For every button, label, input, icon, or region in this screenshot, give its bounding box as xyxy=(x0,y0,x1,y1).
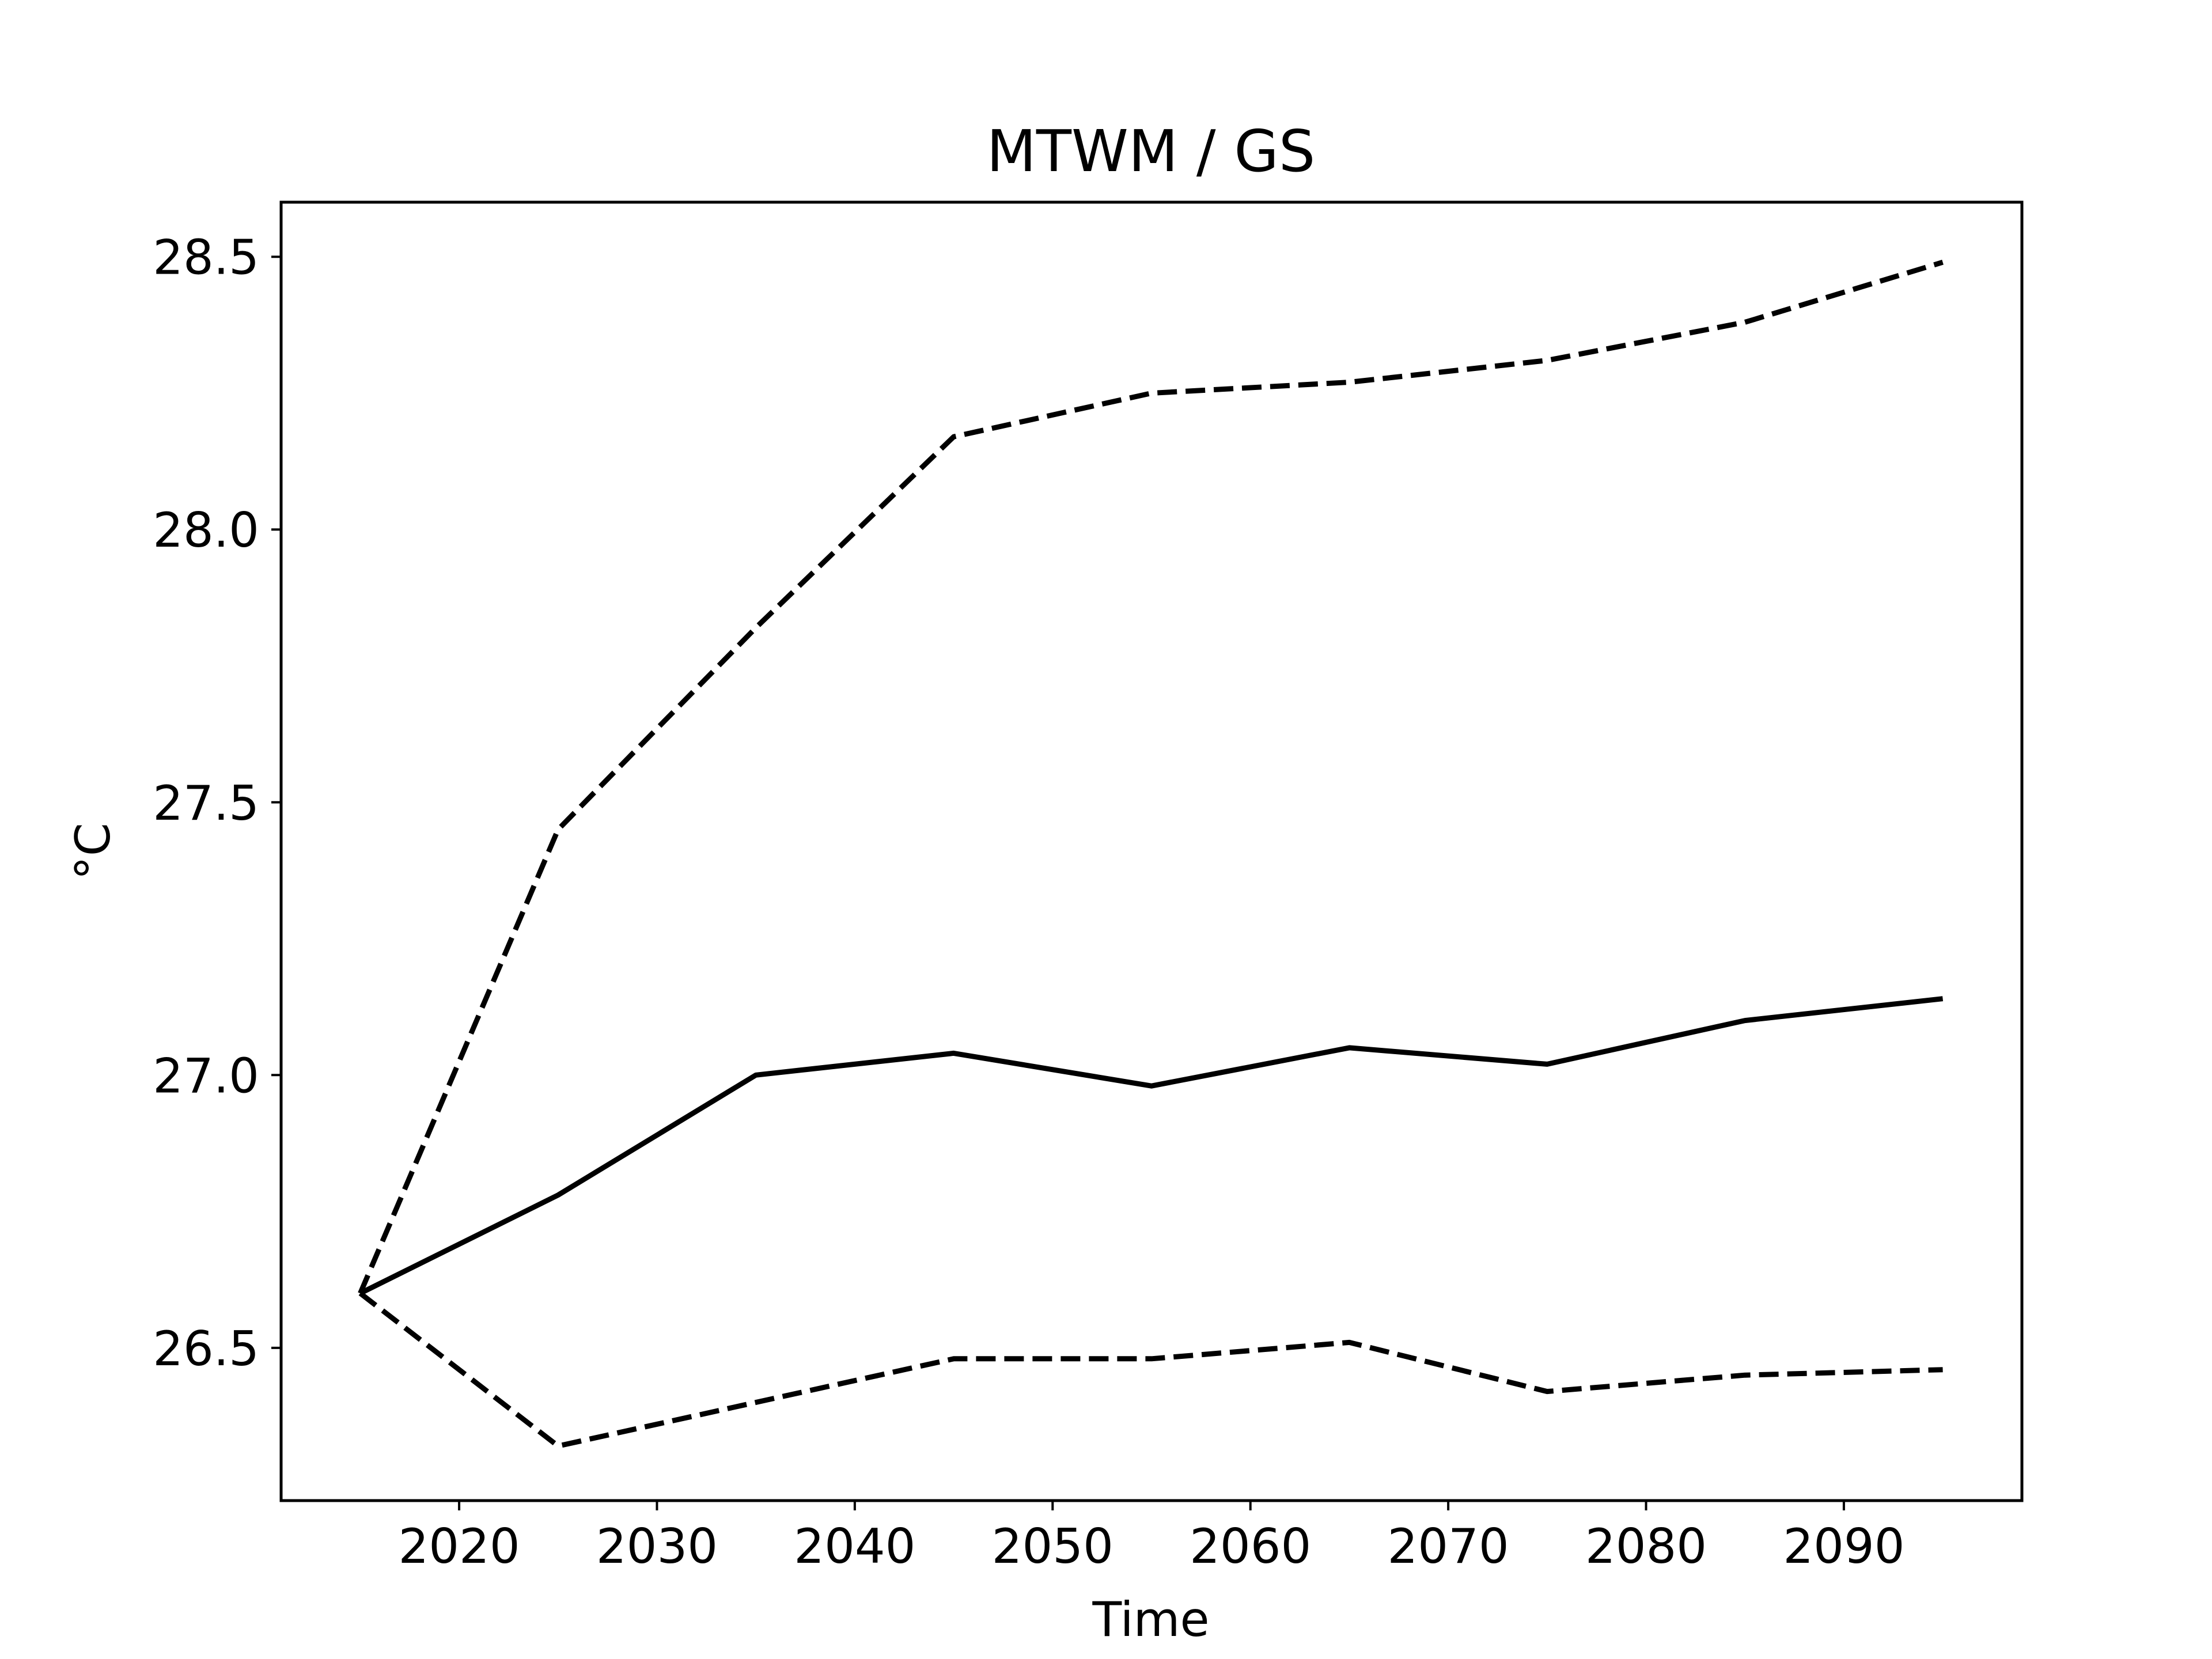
y-axis-label: °C xyxy=(65,823,121,880)
x-tick-label: 2050 xyxy=(992,1518,1113,1574)
chart-title: MTWM / GS xyxy=(987,118,1316,185)
y-tick-label: 26.5 xyxy=(153,1321,259,1377)
y-tick-label: 28.0 xyxy=(153,502,259,558)
series-line-3-dashed xyxy=(358,1291,1943,1449)
plot-area-frame xyxy=(279,200,2024,1502)
x-tick-label: 2020 xyxy=(398,1518,520,1574)
y-tick-label: 27.0 xyxy=(153,1048,259,1104)
series-layer xyxy=(358,259,1944,1449)
series-line-2-dashed xyxy=(358,259,1944,1294)
x-tick-label: 2070 xyxy=(1387,1518,1509,1574)
y-tick-label: 28.5 xyxy=(153,230,259,286)
y-tick-label: 27.5 xyxy=(153,775,259,831)
x-tick-label: 2030 xyxy=(596,1518,718,1574)
y-axis-ticks: 26.5 27.0 27.5 28.0 28.5 xyxy=(153,230,281,1377)
x-axis-ticks: 2020 2030 2040 2050 2060 2070 2080 2090 xyxy=(398,1501,1905,1574)
x-tick-label: 2090 xyxy=(1783,1518,1904,1574)
x-tick-label: 2060 xyxy=(1190,1518,1311,1574)
series-line-1-solid xyxy=(359,996,1944,1296)
x-tick-label: 2080 xyxy=(1585,1518,1707,1574)
x-axis-label: Time xyxy=(1092,1592,1209,1647)
x-tick-label: 2040 xyxy=(794,1518,915,1574)
